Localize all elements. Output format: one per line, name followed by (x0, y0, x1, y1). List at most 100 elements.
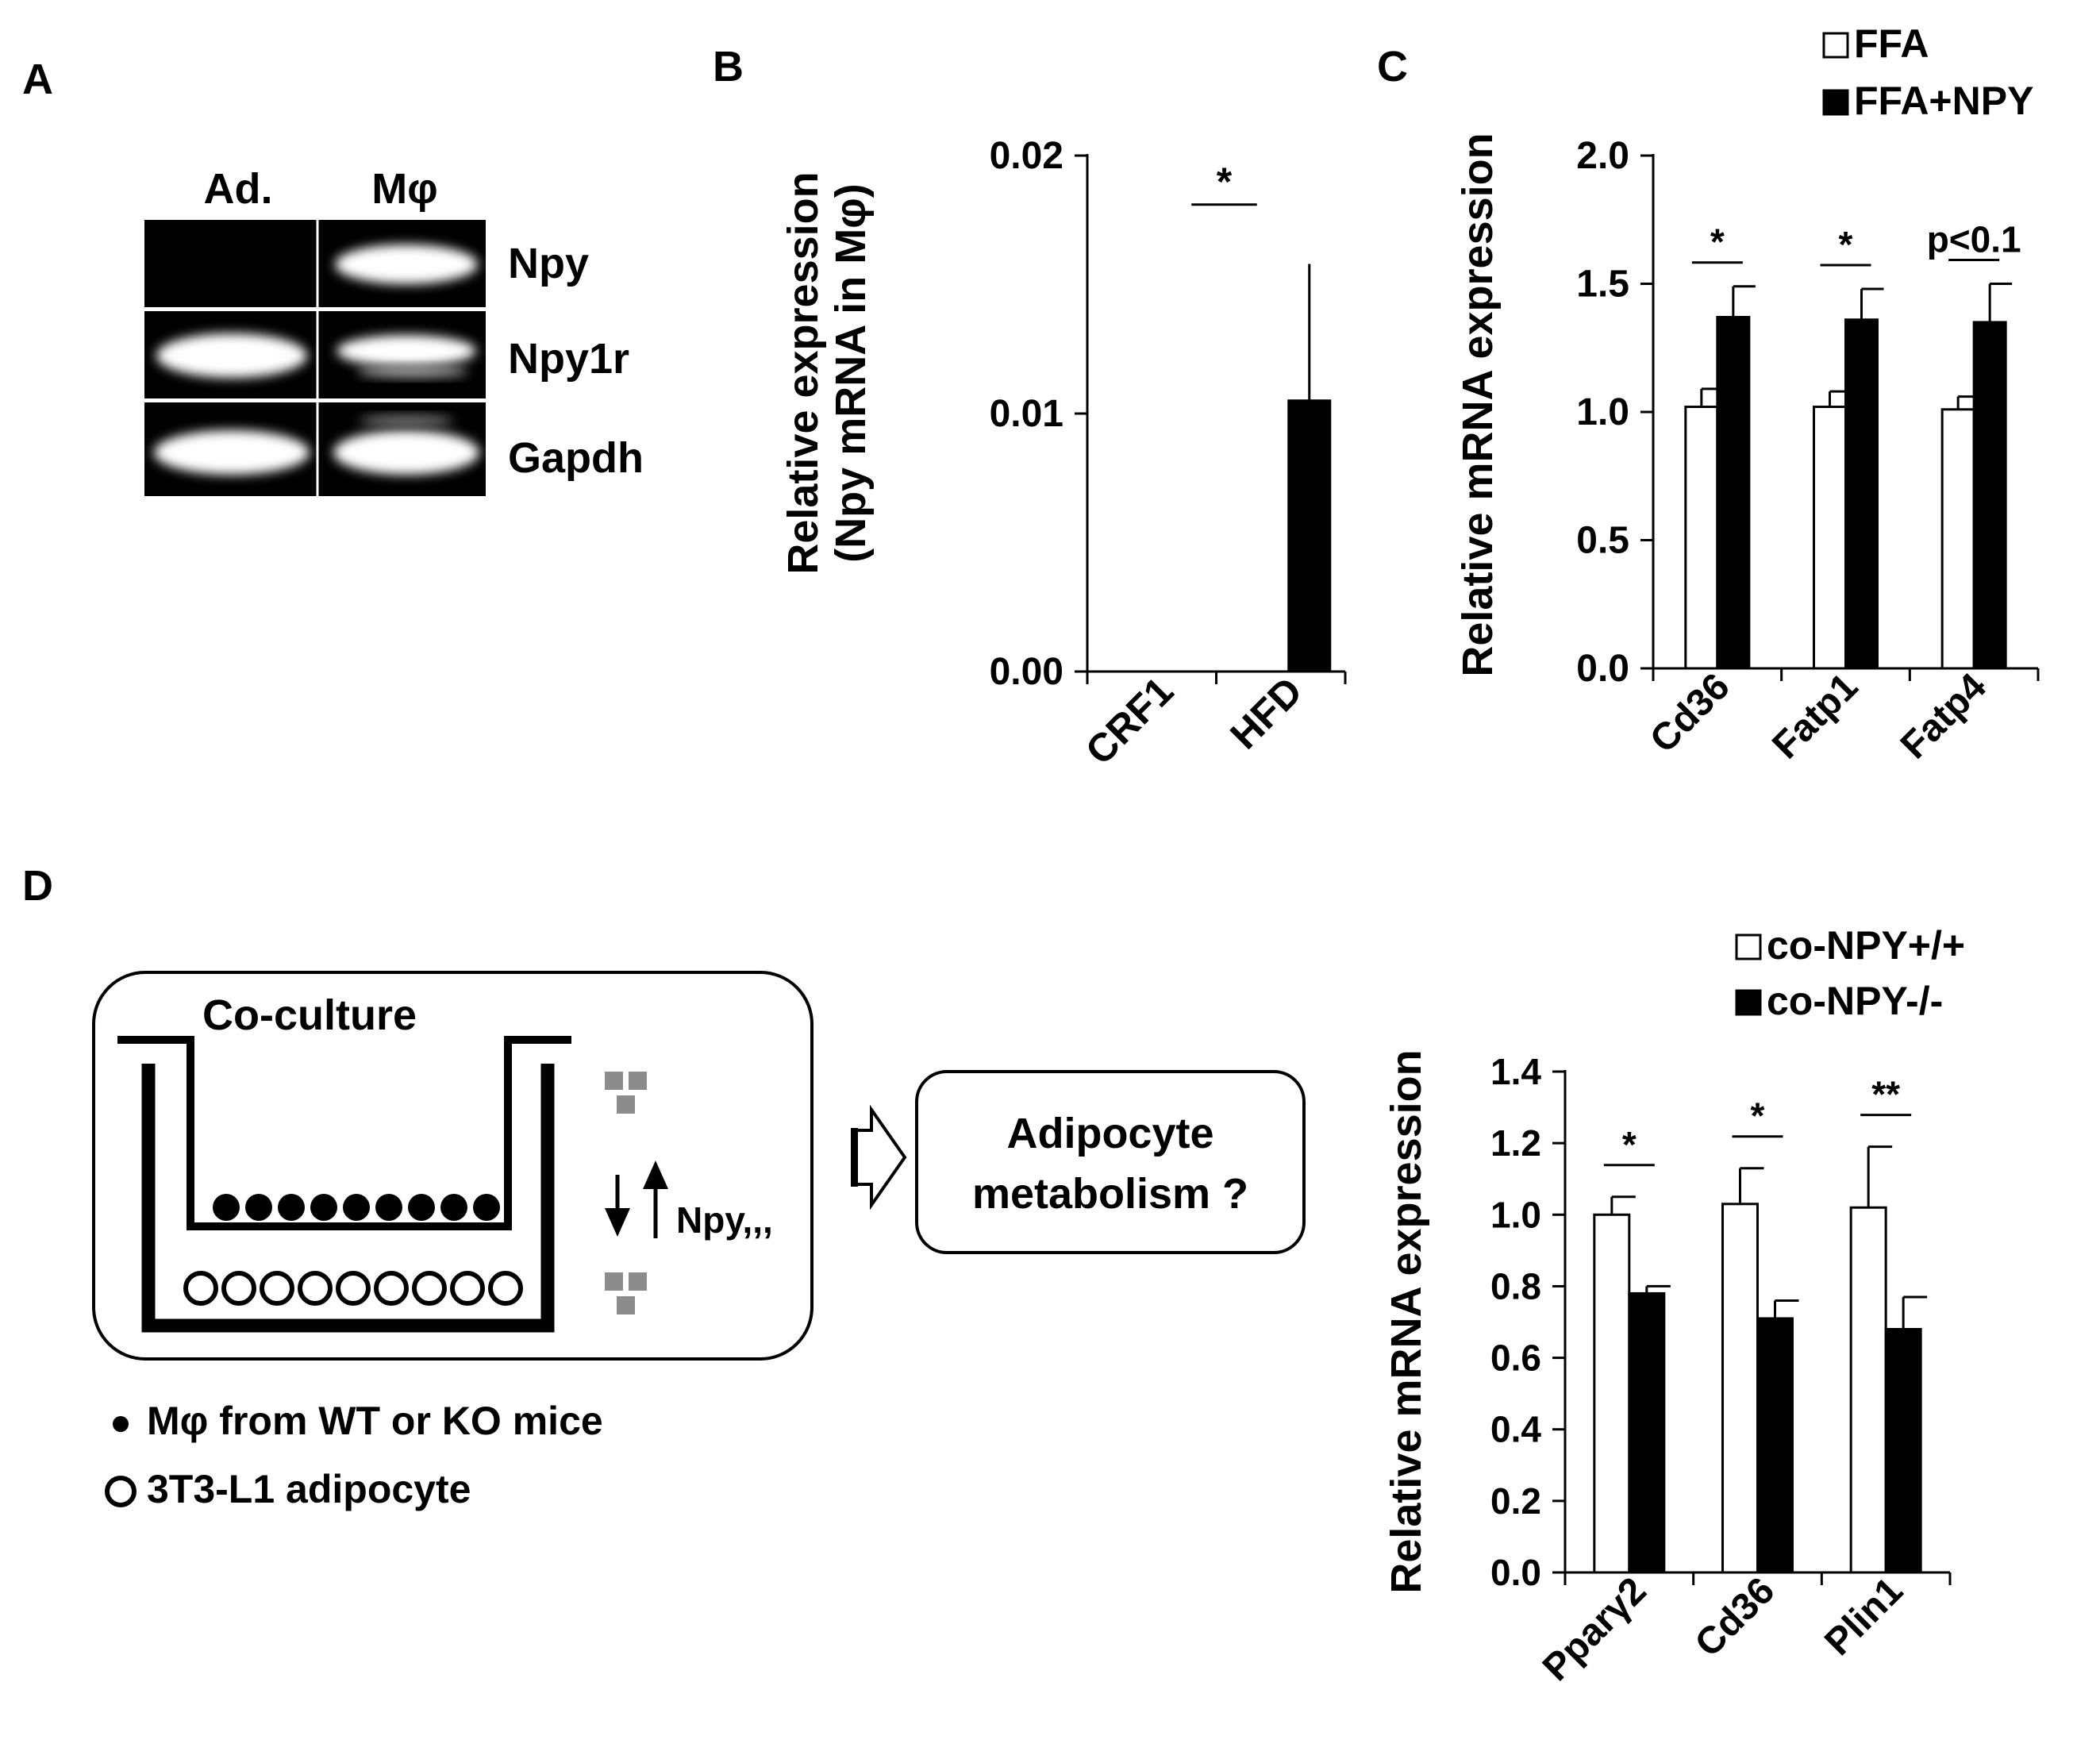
panel-label-c: C (1377, 43, 1408, 90)
legend-label: co-NPY+/+ (1767, 923, 1965, 968)
macrophage-dot (245, 1194, 272, 1221)
band-npy-mphi (335, 244, 478, 284)
npy-symbols-bottom (605, 1272, 647, 1314)
coculture-title: Co-culture (202, 991, 417, 1039)
x-category-label: Cd36 (1687, 1569, 1783, 1665)
bar (1844, 318, 1879, 670)
bar (1287, 399, 1332, 673)
band-npy1r-ad (156, 333, 307, 378)
significance-label: * (1710, 221, 1725, 263)
lane-label-mphi: Mφ (371, 165, 438, 213)
adipocyte-dot (221, 1271, 256, 1306)
significance-label: ** (1871, 1074, 1900, 1115)
bar (1756, 1317, 1794, 1574)
arrow-label: Npy,,, (676, 1199, 773, 1241)
gel-panel: Ad. Mφ Npy Npy1r Gapdh (144, 165, 644, 496)
bar (1716, 315, 1751, 670)
y-tick-label: 1.0 (1576, 391, 1629, 433)
y-tick-label: 0.00 (990, 651, 1063, 693)
band-npy1r-mphi (337, 335, 476, 367)
legend-filled-dot (113, 1416, 129, 1432)
bar (1721, 1203, 1759, 1574)
legend-label: FFA+NPY (1854, 79, 2033, 123)
coculture-diagram: Co-culture Npy,,, (92, 971, 1306, 1511)
macrophage-dot (213, 1194, 240, 1221)
significance-label: * (1217, 160, 1233, 204)
macrophage-dot (278, 1194, 305, 1221)
bar (1628, 1291, 1666, 1574)
macrophage-dot (440, 1194, 467, 1221)
y-tick-label: 0.01 (990, 393, 1063, 435)
legend-filled-label: Mφ from WT or KO mice (147, 1399, 603, 1443)
lane-label-ad: Ad. (204, 165, 273, 213)
adipocyte-dot (412, 1271, 447, 1306)
x-category-label: Plin1 (1817, 1569, 1911, 1664)
metabolism-text-2: metabolism ? (972, 1170, 1248, 1218)
x-category-label: Pparγ2 (1535, 1569, 1655, 1689)
band-label-npy: Npy (508, 240, 589, 287)
legend-open-label: 3T3-L1 adipocyte (147, 1467, 471, 1511)
y-axis-label-2: (Npy mRNA in Mφ) (827, 183, 875, 563)
outer-well (141, 1064, 555, 1333)
macrophage-dot (375, 1194, 402, 1221)
y-tick-label: 0.4 (1490, 1409, 1541, 1450)
y-tick-label: 0.0 (1490, 1552, 1541, 1593)
band-label-gapdh: Gapdh (508, 434, 644, 482)
adipocyte-dot (260, 1271, 294, 1306)
significance-label: * (1622, 1124, 1637, 1165)
legend-swatch (1822, 89, 1849, 116)
panel-label-d: D (22, 862, 53, 910)
bar (1884, 1328, 1922, 1574)
up-arrow-icon (643, 1160, 668, 1238)
macrophage-dot (408, 1194, 435, 1221)
y-tick-label: 1.2 (1490, 1122, 1541, 1164)
npy-symbols-top (605, 1072, 647, 1114)
legend-swatch (1822, 32, 1849, 59)
significance-label: p<0.1 (1927, 219, 2021, 260)
x-category-label: CRF1 (1077, 668, 1182, 773)
metabolism-text-1: Adipocyte (1006, 1110, 1213, 1157)
x-category-label: Fatp1 (1764, 665, 1866, 767)
adipocyte-dot (450, 1271, 485, 1306)
y-tick-label: 0.8 (1490, 1265, 1541, 1307)
y-axis-label: Relative mRNA expression (1383, 1049, 1430, 1593)
chart-c: 0.0 0.5 1.0 1.5 2.0 Cd36 Fatp1 Fatp4 Relative mR… (1454, 21, 2040, 767)
adipocyte-dot (374, 1271, 409, 1306)
bar (1849, 1206, 1887, 1574)
chart-d: 0.0 0.2 0.4 0.6 0.8 1.0 1.2 1.4 Pparγ2 Cd36 Plin1 R… (1383, 923, 1965, 1689)
transwell-insert (117, 1036, 571, 1230)
adipocyte-dot (336, 1271, 371, 1306)
y-tick-label: 0.5 (1576, 520, 1629, 562)
significance-label: * (1839, 224, 1853, 265)
legend-open-dot (105, 1476, 137, 1507)
y-tick-label: 0.02 (990, 135, 1063, 177)
significance-label: * (1751, 1095, 1765, 1137)
legend-swatch (1735, 933, 1762, 960)
y-tick-label: 1.0 (1490, 1194, 1541, 1235)
macrophage-dots (213, 1194, 500, 1221)
y-tick-label: 0.6 (1490, 1338, 1541, 1379)
band-gapdh-ad (154, 430, 310, 475)
adipocyte-dot (488, 1271, 523, 1306)
bar (1593, 1213, 1631, 1574)
y-tick-label: 0.2 (1490, 1480, 1541, 1522)
x-category-label: Fatp4 (1893, 665, 1994, 767)
down-arrow-icon (605, 1175, 630, 1237)
band-gapdh-mphi (333, 430, 479, 475)
panel-label-a: A (22, 56, 53, 103)
coculture-box (92, 971, 813, 1361)
legend-label: FFA (1854, 21, 1929, 66)
bar (1940, 408, 1975, 670)
legend-swatch (1735, 989, 1762, 1016)
adipocyte-dots (183, 1271, 523, 1306)
x-category-label: HFD (1221, 668, 1310, 757)
y-tick-label: 1.5 (1576, 264, 1629, 306)
bar (1972, 321, 2007, 670)
metabolism-box (915, 1070, 1306, 1254)
macrophage-dot (343, 1194, 370, 1221)
band-label-npy1r: Npy1r (508, 335, 629, 383)
adipocyte-dot (298, 1271, 333, 1306)
adipocyte-dot (183, 1271, 218, 1306)
